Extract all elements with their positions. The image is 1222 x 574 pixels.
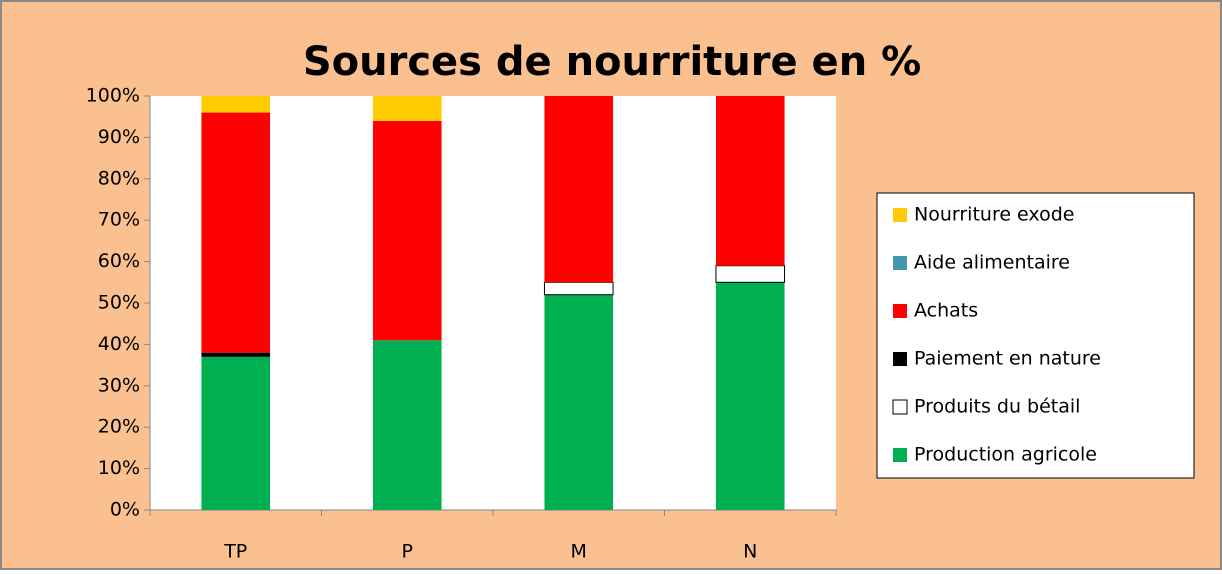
legend-label: Paiement en nature [914,348,1101,370]
bar-segment [715,265,786,283]
legend-label: Nourriture exode [914,204,1074,226]
x-tick-label: M [571,541,587,563]
legend-swatch [892,399,908,415]
x-tick-label: P [402,541,413,563]
bar-segment [715,96,785,266]
legend [876,192,1195,479]
x-tick-label: N [743,541,757,563]
bar-segment [201,352,271,357]
legend-swatch [893,352,907,366]
legend-swatch [893,304,907,318]
y-tick-label: 40% [98,333,140,355]
y-tick-label: 60% [98,250,140,272]
y-tick-label: 80% [98,167,140,189]
y-tick-label: 30% [98,374,140,396]
legend-swatch [893,208,907,222]
bar-segment [372,120,442,341]
y-tick-label: 50% [98,292,140,314]
bar-segment [201,356,271,510]
bar-segment [544,96,614,283]
bar-segment [715,282,785,510]
legend-label: Produits du bétail [914,396,1080,418]
y-tick-label: 20% [98,416,140,438]
legend-swatch [893,448,907,462]
legend-label: Achats [914,300,978,322]
chart-title: Sources de nourriture en % [303,39,921,85]
y-tick-label: 100% [86,85,140,107]
legend-swatch [893,256,907,270]
y-tick-label: 70% [98,209,140,231]
y-tick-label: 0% [110,499,140,521]
y-tick-label: 10% [98,457,140,479]
y-tick-label: 90% [98,126,140,148]
bar-segment [372,340,442,510]
bar-segment [543,281,614,296]
legend-label: Production agricole [914,444,1097,466]
bar-segment [372,96,442,121]
bar-segment [544,294,614,510]
x-tick-label: TP [223,541,247,563]
bar-segment [201,96,271,113]
legend-label: Aide alimentaire [914,252,1070,274]
bar-segment [201,112,271,353]
